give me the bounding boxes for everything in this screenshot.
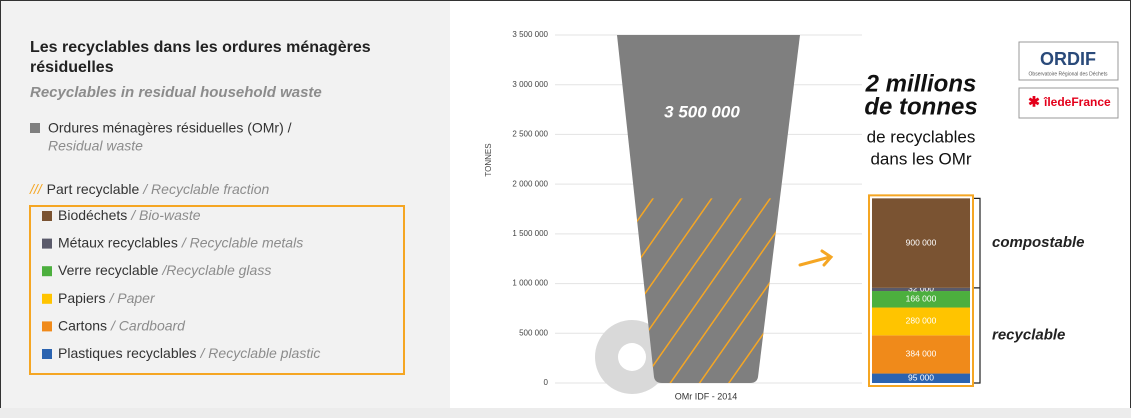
recyclable-en: / Recyclable fraction	[142, 181, 269, 197]
legend-box	[29, 205, 405, 375]
stack-segment	[872, 307, 970, 336]
segment-value-label: 900 000	[906, 237, 937, 247]
headline: de tonnes	[864, 93, 977, 120]
hatch-symbol: ///	[29, 181, 44, 197]
segment-value-label: 95 000	[908, 373, 934, 383]
legend-name-en: / Cardboard	[110, 317, 186, 333]
logo-ordif-sub: Observatoire Régional des Déchets	[1029, 71, 1108, 77]
y-tick-label: 3 500 000	[512, 30, 548, 39]
stack-segment	[872, 335, 970, 374]
legend-label: Plastiques recyclables / Recyclable plast…	[58, 345, 320, 361]
legend-swatch	[42, 321, 52, 332]
legend-swatch	[42, 293, 52, 304]
legend-name: Plastiques recyclables	[58, 345, 197, 361]
bin-wheel-hub	[618, 343, 646, 371]
legend-swatch	[42, 266, 52, 277]
headline: 2 millions	[865, 70, 977, 97]
legend-name-en: /Recyclable glass	[161, 262, 271, 278]
legend-name-en: / Paper	[108, 290, 155, 306]
logo-star: ✱	[1028, 94, 1040, 110]
logo-idf: îledeFrance	[1043, 95, 1111, 109]
legend-label: Biodéchets / Bio-waste	[58, 207, 201, 223]
y-tick-label: 3 000 000	[512, 80, 548, 89]
segment-value-label: 166 000	[906, 294, 937, 304]
legend-name: Cartons	[58, 317, 107, 333]
bin-value-label: 3 500 000	[664, 102, 740, 121]
recyclable-header: ///Part recyclable / Recyclable fraction	[29, 181, 270, 197]
segment-value-label: 384 000	[906, 349, 937, 359]
recyclable-fr: Part recyclable	[47, 181, 140, 197]
bracket	[974, 197, 981, 384]
logo-ordif: ORDIF	[1040, 49, 1096, 69]
x-tick-label: OMr IDF - 2014	[675, 391, 738, 401]
y-tick-label: 2 500 000	[512, 130, 548, 139]
title: résiduelles	[30, 59, 114, 76]
legend-label: Ordures ménagères résiduelles (OMr) /	[48, 120, 292, 136]
bracket-label: recyclable	[992, 326, 1065, 343]
y-tick-label: 500 000	[519, 328, 548, 337]
legend-label: Papiers / Paper	[58, 290, 156, 306]
legend-swatch	[42, 238, 52, 249]
legend-label: Métaux recyclables / Recyclable metals	[58, 234, 303, 250]
y-tick-label: 1 000 000	[512, 279, 548, 288]
arrow	[798, 249, 834, 267]
segment-value-label: 32 000	[908, 284, 934, 294]
stack-border	[868, 194, 974, 387]
legend-label: Cartons / Cardboard	[58, 317, 186, 333]
headline: de recyclables	[867, 127, 976, 146]
stack-segment	[872, 287, 970, 292]
legend-name-en: / Recyclable plastic	[200, 345, 321, 361]
legend-name: Métaux recyclables	[58, 234, 178, 250]
legend-swatch	[42, 349, 52, 359]
legend-name: Papiers	[58, 290, 105, 306]
legend-name-en: / Bio-waste	[130, 207, 200, 223]
legend-name: Verre recyclable	[58, 262, 159, 278]
y-axis-title: TONNES	[484, 143, 493, 176]
stack-segment	[872, 373, 970, 383]
y-tick-label: 1 500 000	[512, 229, 548, 238]
bottom-strip	[0, 408, 1131, 418]
segment-value-label: 280 000	[906, 316, 937, 326]
title: Les recyclables dans les ordures ménagèr…	[30, 39, 371, 56]
y-tick-label: 2 000 000	[512, 179, 548, 188]
legend-name-en: / Recyclable metals	[181, 234, 303, 250]
y-tick-label: 0	[544, 378, 549, 387]
left-panel	[0, 0, 450, 408]
logo-box	[1018, 41, 1119, 81]
subtitle: Recyclables in residual household waste	[30, 84, 322, 101]
legend-swatch	[30, 123, 40, 133]
bracket-label: compostable	[992, 234, 1085, 251]
legend-name: Biodéchets	[58, 207, 127, 223]
headline: dans les OMr	[870, 149, 971, 168]
stack-segment	[872, 291, 970, 308]
logo-box	[1018, 87, 1119, 119]
legend-label: Verre recyclable/Recyclable glass	[58, 262, 271, 278]
stack-segment	[872, 198, 970, 288]
legend-label-en: Residual waste	[48, 138, 143, 154]
legend-swatch	[42, 211, 52, 221]
